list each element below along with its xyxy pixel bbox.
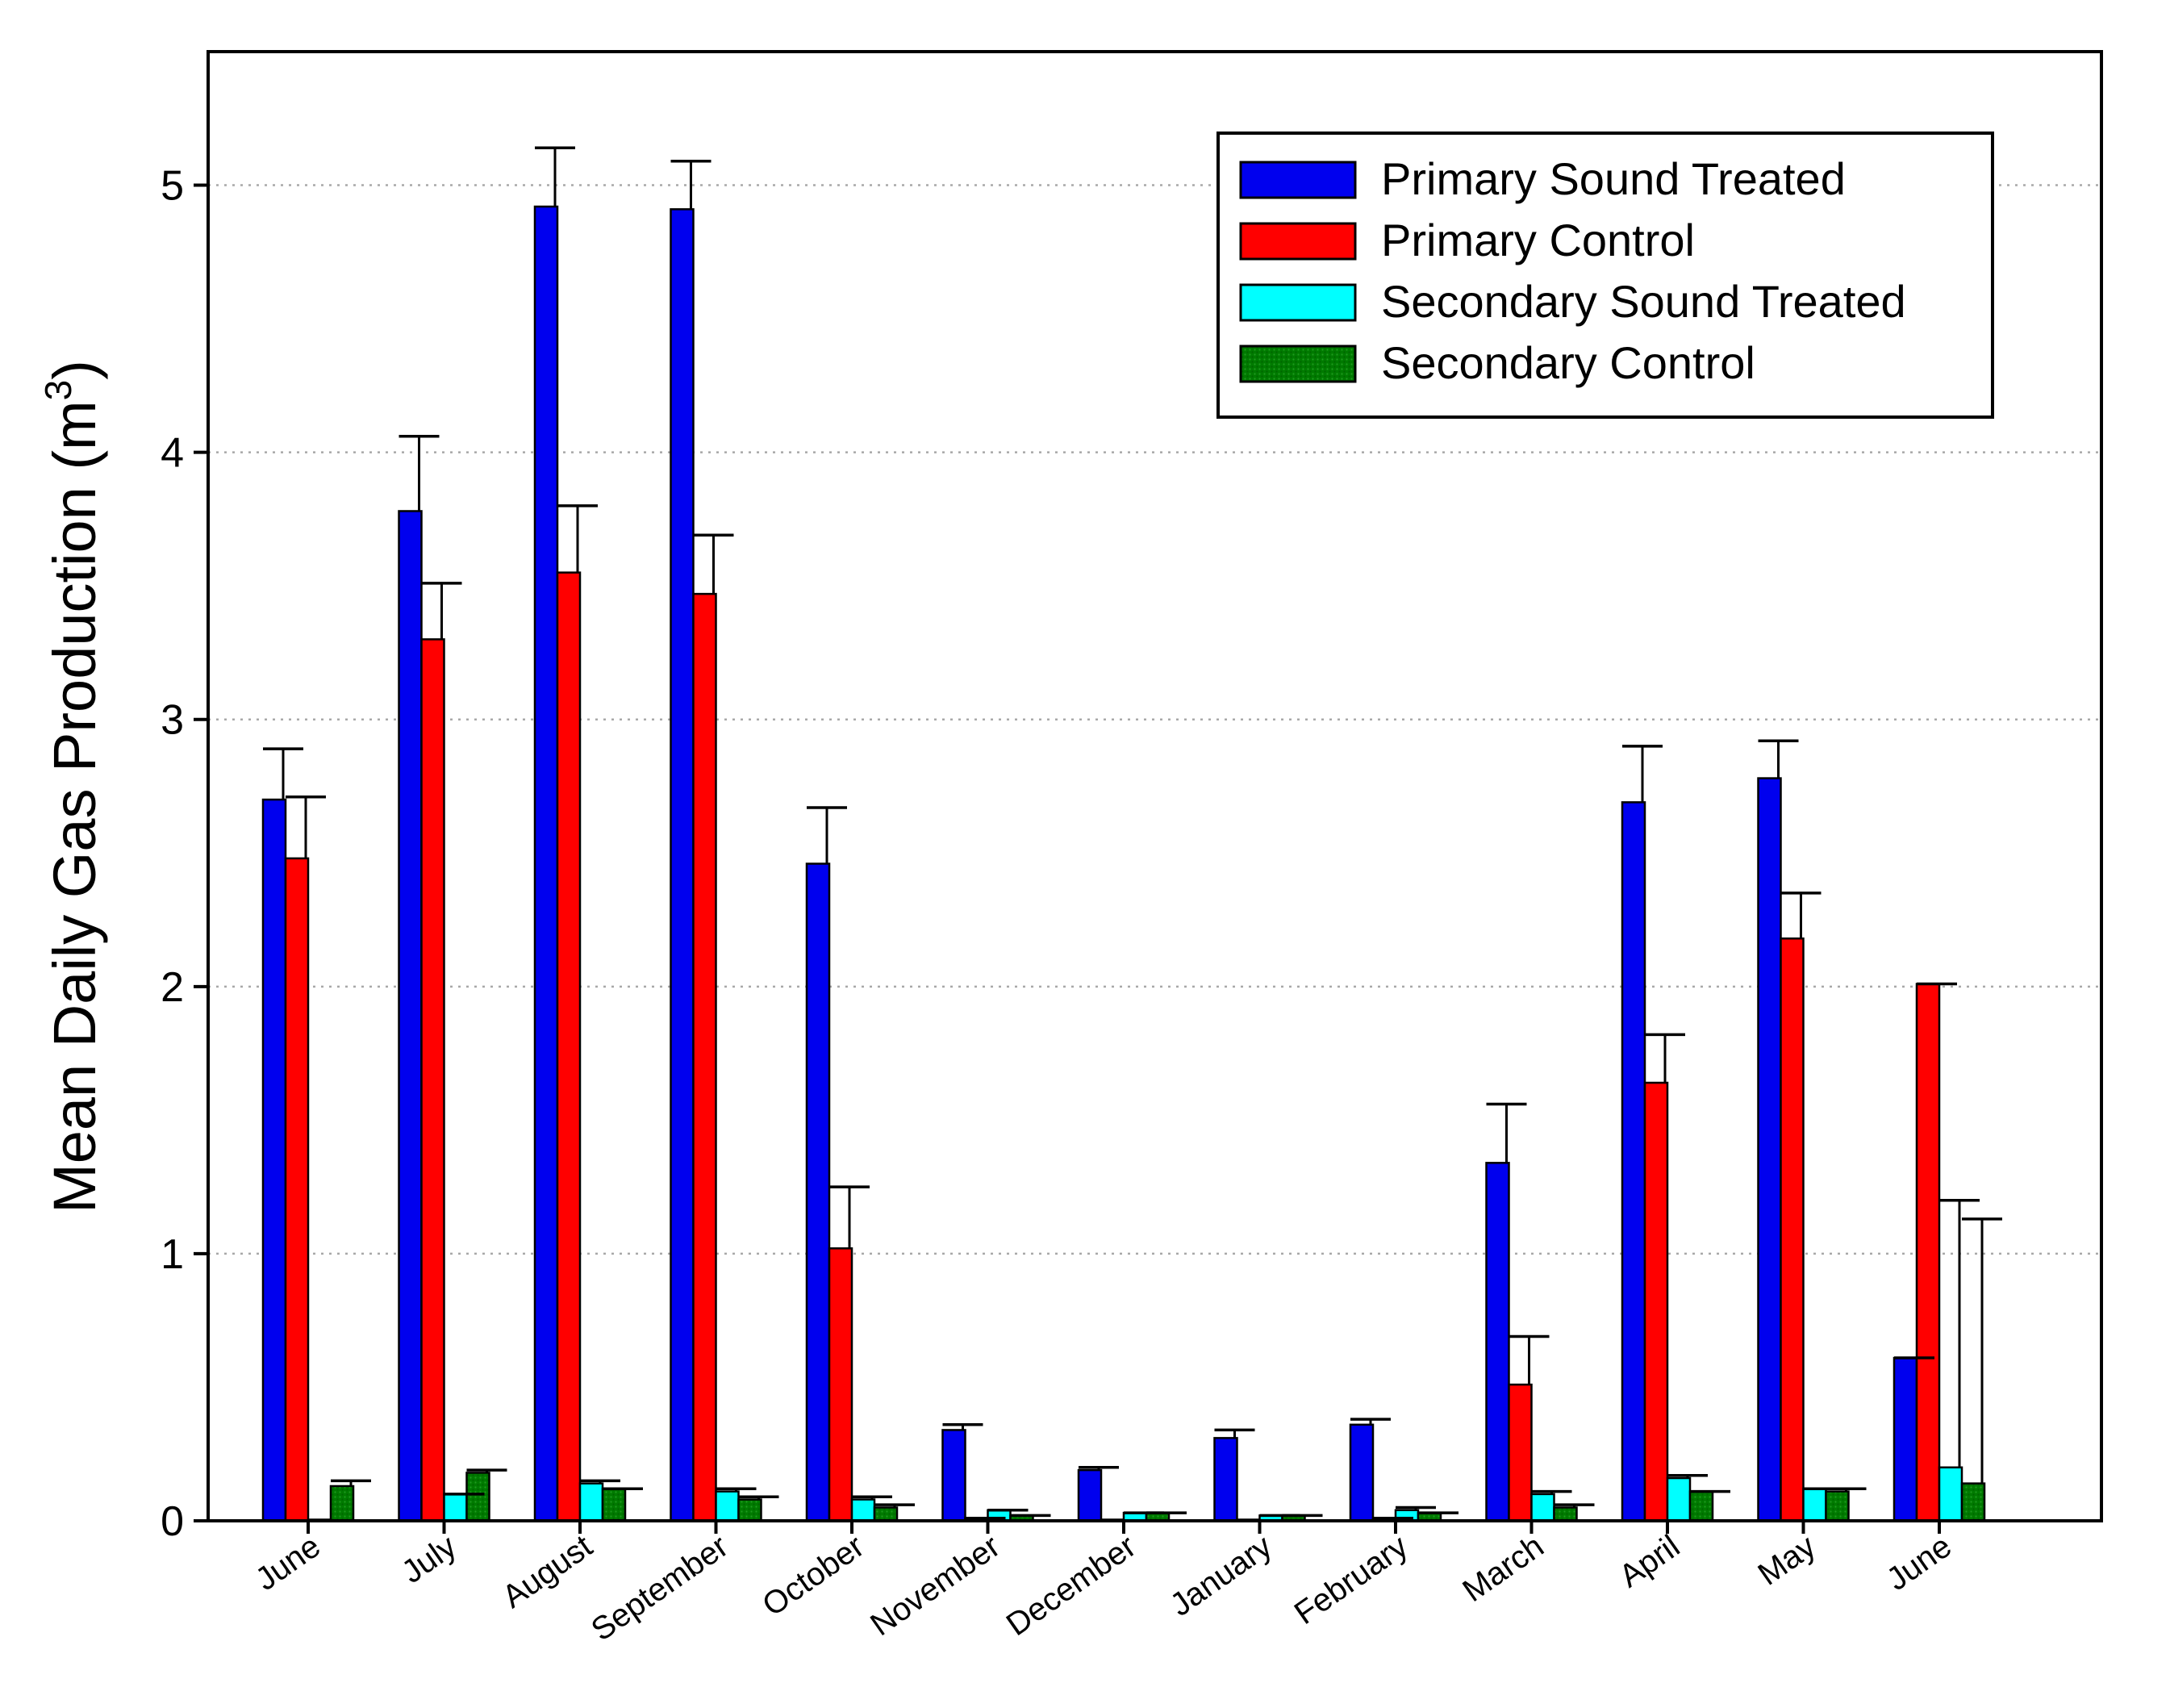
bar (465, 1472, 490, 1522)
bar (1508, 1383, 1533, 1522)
error-bars (263, 146, 2002, 1522)
x-tick-label: November (864, 1528, 1006, 1643)
legend-swatch (1239, 222, 1357, 261)
bar (1553, 1506, 1578, 1522)
bar (941, 1429, 966, 1522)
bar (737, 1498, 762, 1522)
bar (1938, 1466, 1963, 1522)
x-tick-label: August (496, 1528, 599, 1614)
bar (1485, 1162, 1510, 1522)
y-axis-label-superscript: 3 (37, 380, 79, 401)
legend-label: Primary Control (1381, 215, 1695, 265)
bar (1621, 801, 1646, 1522)
y-tick-label: 1 (161, 1231, 184, 1278)
bar (715, 1490, 740, 1522)
y-axis-label: Mean Daily Gas Production (m3) (37, 360, 108, 1213)
y-tick-label: 4 (161, 430, 184, 477)
bar (601, 1488, 627, 1522)
legend-label: Secondary Control (1381, 337, 1755, 388)
x-tick-label: May (1752, 1528, 1822, 1592)
x-tick-label: January (1164, 1528, 1279, 1623)
bar (329, 1485, 355, 1522)
bar (1213, 1437, 1238, 1522)
x-tick-label: April (1613, 1528, 1686, 1594)
bar (533, 205, 559, 1522)
legend-swatch (1239, 345, 1357, 383)
x-tick-label: July (395, 1528, 463, 1590)
bar (556, 571, 582, 1522)
plot-frame (207, 50, 2103, 1522)
bar (873, 1506, 899, 1522)
x-tick-label: February (1288, 1528, 1414, 1631)
bar (578, 1482, 604, 1522)
bar (261, 798, 287, 1522)
x-tick-label: March (1456, 1528, 1550, 1609)
y-tick-label: 2 (161, 964, 184, 1011)
bar (805, 862, 831, 1522)
bar (1915, 983, 1941, 1522)
bar (1349, 1423, 1375, 1522)
bar (398, 510, 423, 1522)
bar (284, 857, 310, 1522)
bar (1688, 1490, 1714, 1522)
bar (1077, 1468, 1103, 1522)
legend-label: Secondary Sound Treated (1381, 276, 1906, 327)
y-tick-label: 5 (161, 163, 184, 210)
bar (1530, 1493, 1555, 1522)
x-tick-label: June (1880, 1528, 1958, 1597)
bar (1757, 777, 1782, 1522)
legend-label: Primary Sound Treated (1381, 153, 1846, 204)
bar (1666, 1476, 1692, 1522)
x-tick-label: June (249, 1528, 327, 1597)
bar (1825, 1490, 1850, 1522)
bar (1780, 937, 1805, 1522)
bar (692, 592, 717, 1522)
bar (670, 208, 695, 1522)
y-tick-label: 0 (161, 1498, 184, 1545)
bar (1802, 1488, 1827, 1522)
legend-swatch (1239, 161, 1357, 199)
y-axis-label-main: Mean Daily Gas Production (m (41, 400, 108, 1213)
x-tick-label: October (756, 1528, 870, 1623)
legend: Primary Sound Treated Primary Control Seco… (1216, 132, 1994, 419)
bar (1643, 1081, 1669, 1522)
y-axis-label-close: ) (41, 360, 108, 380)
x-tick-label: December (1000, 1528, 1142, 1643)
bars (261, 205, 1986, 1522)
bar (420, 638, 445, 1522)
bar (828, 1247, 853, 1522)
x-tick-label: September (585, 1528, 735, 1647)
y-tick-label: 3 (161, 697, 184, 744)
bar (1892, 1356, 1918, 1522)
gridlines (208, 184, 2101, 1255)
legend-swatch (1239, 283, 1357, 322)
bar (850, 1498, 876, 1522)
bar (1960, 1482, 1986, 1522)
bar (443, 1493, 468, 1522)
